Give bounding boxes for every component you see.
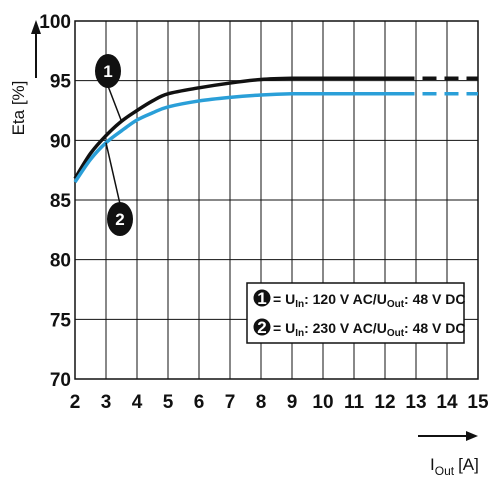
- plot-frame: [74, 20, 479, 380]
- legend-2-suffix: : 48 V DC: [404, 320, 465, 336]
- x-tick-label: 5: [163, 392, 174, 413]
- y-axis-label: Eta [%]: [9, 81, 28, 136]
- series-layer: [73, 76, 478, 184]
- axes: [74, 20, 479, 380]
- legend-2-prefix: = U: [273, 320, 295, 336]
- callouts: 12: [95, 54, 133, 236]
- y-tick-label: 80: [50, 251, 71, 272]
- legend-marker-1: [253, 289, 271, 307]
- callout-label-2: 2: [115, 210, 124, 229]
- legend-text-1: = UIn: 120 V AC/UOut: 48 V DC: [273, 291, 466, 310]
- x-tick-label: 9: [287, 392, 298, 413]
- x-tick-label: 15: [467, 392, 489, 413]
- x-axis-label: IOut [A]: [430, 455, 479, 478]
- x-tick-label: 6: [194, 392, 205, 413]
- legend: 1 = UIn: 120 V AC/UOut: 48 V DC 2 = UIn:…: [246, 282, 466, 344]
- callout-label-1: 1: [103, 62, 112, 81]
- callout-marker-1: [95, 54, 121, 88]
- legend-item-2: 2 = UIn: 230 V AC/UOut: 48 V DC: [253, 318, 466, 339]
- legend-1-sub1: In: [295, 299, 304, 310]
- legend-marker-1-num: 1: [257, 289, 266, 308]
- x-tick-label: 10: [312, 392, 333, 413]
- y-tick-label: 70: [50, 370, 71, 391]
- x-tick-label: 2: [70, 392, 81, 413]
- legend-marker-2: [253, 318, 271, 336]
- x-axis-label-sub: Out: [435, 464, 455, 478]
- x-axis-label-main: I: [430, 455, 435, 474]
- legend-2-sub1: In: [295, 328, 304, 339]
- callout-leader-2: [105, 142, 121, 205]
- legend-1-sub2: Out: [387, 299, 405, 310]
- x-tick-label: 12: [374, 392, 395, 413]
- x-tick-label: 3: [101, 392, 112, 413]
- legend-1-suffix: : 48 V DC: [404, 291, 465, 307]
- x-axis-arrow: [418, 431, 478, 441]
- y-tick-label: 90: [50, 131, 71, 152]
- legend-1-mid: : 120 V AC/U: [304, 291, 387, 307]
- legend-marker-2-num: 2: [257, 318, 266, 337]
- x-axis-label-unit: [A]: [458, 455, 479, 474]
- callout-marker-2: [107, 202, 133, 236]
- legend-box: [246, 282, 465, 344]
- y-axis-arrow: [31, 20, 41, 78]
- series-line-2: [73, 91, 401, 184]
- legend-2-mid: : 230 V AC/U: [304, 320, 387, 336]
- y-tick-label: 100: [39, 12, 71, 33]
- y-tick-label: 95: [50, 72, 72, 93]
- x-tick-label: 13: [405, 392, 426, 413]
- y-tick-label: 85: [50, 191, 72, 212]
- y-axis-title: Eta [%]: [9, 81, 28, 136]
- legend-text-2: = UIn: 230 V AC/UOut: 48 V DC: [273, 320, 466, 339]
- callout-leader-1: [107, 85, 123, 122]
- legend-item-1: 1 = UIn: 120 V AC/UOut: 48 V DC: [253, 289, 466, 310]
- legend-1-prefix: = U: [273, 291, 295, 307]
- series-line-1: [73, 76, 401, 180]
- x-tick-label: 7: [225, 392, 236, 413]
- x-tick-label: 14: [436, 392, 458, 413]
- legend-2-sub2: Out: [387, 328, 405, 339]
- x-tick-label: 4: [132, 392, 143, 413]
- x-tick-label: 8: [256, 392, 267, 413]
- y-tick-label: 75: [50, 310, 72, 331]
- x-tick-label: 11: [344, 392, 365, 413]
